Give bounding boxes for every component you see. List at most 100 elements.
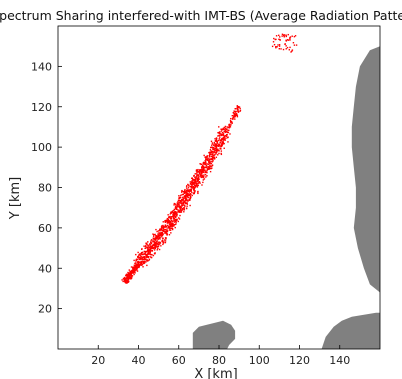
interference-point — [168, 226, 171, 229]
interference-point — [178, 217, 180, 219]
interference-point — [149, 247, 152, 250]
interference-point — [189, 192, 191, 195]
interference-point — [191, 180, 193, 182]
interference-point — [137, 251, 139, 254]
interference-point — [215, 148, 218, 150]
interference-point — [134, 272, 136, 274]
interference-point — [160, 236, 162, 238]
interference-point — [199, 173, 201, 175]
interference-point — [185, 197, 187, 199]
interference-point — [123, 276, 126, 279]
interference-point — [133, 268, 135, 271]
interference-point — [223, 142, 225, 145]
interference-point — [121, 279, 123, 281]
interference-point — [133, 273, 135, 276]
interference-point — [198, 181, 200, 184]
interference-point — [145, 258, 147, 260]
interference-point — [138, 262, 140, 265]
interference-point — [130, 275, 133, 277]
interference-point — [169, 220, 172, 223]
interference-point — [278, 45, 281, 47]
interference-point — [177, 201, 179, 203]
interference-point — [170, 212, 172, 214]
interference-point — [154, 235, 157, 237]
interference-point — [150, 256, 153, 259]
interference-point — [151, 247, 154, 250]
interference-point — [237, 110, 239, 113]
interference-point — [211, 157, 213, 160]
interference-point — [192, 179, 194, 182]
interference-point — [145, 256, 148, 258]
interference-point — [169, 225, 171, 228]
interference-point — [167, 214, 169, 216]
interference-point — [163, 241, 165, 243]
interference-point — [137, 261, 140, 263]
interference-point — [185, 207, 188, 210]
interference-point — [170, 211, 172, 213]
interference-point — [194, 173, 196, 175]
interference-point — [211, 154, 214, 156]
interference-point — [127, 271, 129, 274]
interference-point — [199, 169, 201, 171]
interference-point — [148, 252, 150, 255]
interference-point — [170, 222, 172, 224]
interference-point — [147, 255, 150, 258]
interference-point — [171, 211, 173, 214]
interference-point — [130, 266, 133, 268]
interference-point — [219, 148, 221, 150]
interference-point — [135, 253, 137, 256]
interference-point — [156, 240, 158, 242]
interference-point — [195, 182, 198, 185]
interference-point — [157, 247, 159, 250]
interference-point — [204, 169, 206, 171]
interference-point — [162, 225, 164, 228]
interference-point — [153, 249, 156, 251]
interference-point — [195, 176, 198, 178]
interference-point — [278, 34, 280, 37]
interference-point — [155, 246, 157, 249]
interference-point — [227, 141, 229, 143]
interference-point — [215, 156, 218, 158]
interference-point — [201, 170, 203, 173]
interference-point — [167, 218, 169, 220]
interference-point — [191, 186, 193, 188]
interference-point — [147, 253, 149, 255]
interference-point — [150, 242, 152, 244]
interference-point — [223, 147, 225, 149]
interference-point — [292, 42, 295, 44]
interference-point — [203, 178, 206, 180]
interference-point — [142, 261, 144, 263]
interference-point — [184, 191, 187, 193]
interference-point — [152, 244, 154, 247]
interference-point — [193, 188, 195, 191]
interference-point — [144, 247, 146, 250]
interference-point — [200, 172, 203, 174]
interference-point — [194, 182, 196, 184]
interference-point — [145, 243, 148, 245]
interference-point — [176, 218, 178, 221]
interference-point — [202, 181, 204, 184]
interference-point — [173, 208, 176, 211]
interference-point — [189, 194, 191, 196]
interference-point — [173, 225, 175, 227]
interference-point — [179, 196, 182, 199]
interference-point — [169, 217, 171, 219]
interference-point — [218, 143, 220, 145]
interference-point — [186, 190, 189, 192]
interference-point — [134, 268, 136, 271]
interference-point — [171, 228, 174, 230]
interference-point — [185, 196, 187, 198]
interference-point — [130, 272, 132, 274]
interference-point — [205, 158, 207, 161]
interference-point — [147, 256, 149, 259]
interference-point — [215, 146, 218, 148]
interference-point — [225, 135, 228, 137]
interference-point — [146, 251, 148, 253]
interference-point — [220, 133, 222, 135]
interference-point — [146, 259, 148, 261]
interference-point — [147, 250, 150, 253]
interference-point — [193, 179, 195, 181]
interference-point — [219, 145, 221, 147]
interference-point — [194, 191, 196, 193]
interference-point — [130, 273, 132, 275]
